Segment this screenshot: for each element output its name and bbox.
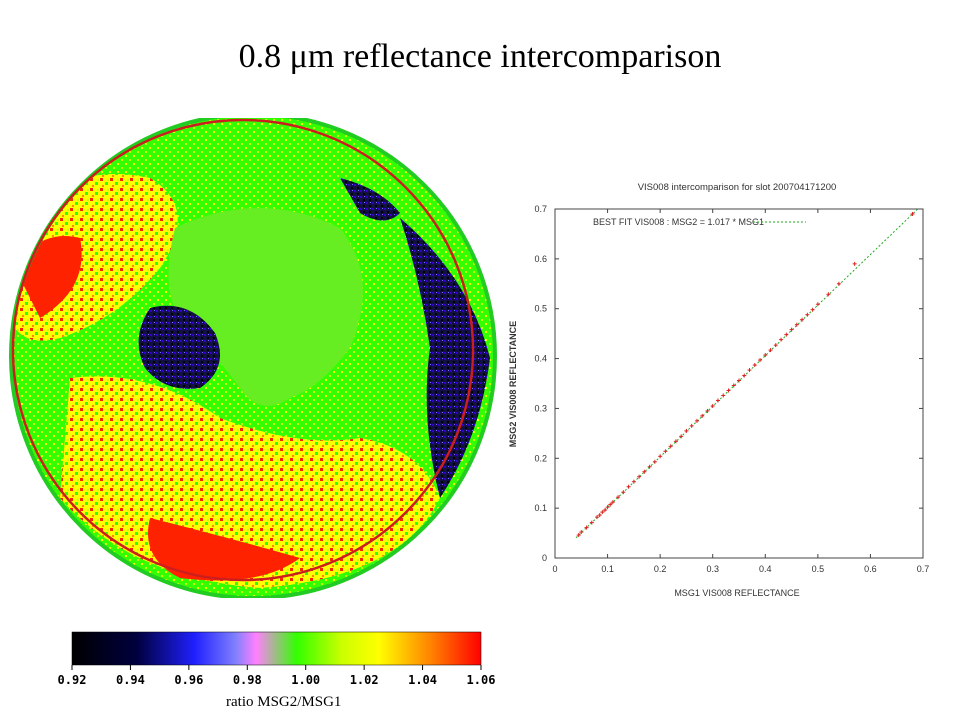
legend-fit-label: BEST FIT VIS008 : MSG2 = 1.017 * MSG1 xyxy=(593,217,764,227)
data-point xyxy=(773,343,778,348)
x-tick-label: 0.7 xyxy=(917,564,930,574)
chart-title: VIS008 intercomparison for slot 20070417… xyxy=(638,182,837,193)
data-point xyxy=(595,515,600,520)
plot-area: 0 0.1 0.2 0.3 0.4 0.5 0.6 0.7 0 0.1 0.2 0.3 0.4 0.5 0.… xyxy=(534,204,929,574)
data-point xyxy=(784,332,789,337)
colorbar-tick-label: 0.94 xyxy=(116,673,145,687)
data-point xyxy=(658,454,663,459)
data-point xyxy=(608,502,613,507)
data-point xyxy=(637,474,642,479)
data-point xyxy=(642,469,647,474)
data-point xyxy=(579,530,584,535)
colorbar-tick-label: 1.04 xyxy=(408,673,437,687)
x-tick-label: 0.2 xyxy=(654,564,667,574)
y-tick-label: 0 xyxy=(542,553,547,563)
data-point xyxy=(610,500,615,505)
data-point xyxy=(852,261,857,266)
data-point xyxy=(584,525,589,530)
data-point xyxy=(679,434,684,439)
data-point xyxy=(694,418,699,423)
data-point xyxy=(663,449,668,454)
data-point xyxy=(758,358,763,363)
data-point xyxy=(631,479,636,484)
data-point xyxy=(805,312,810,317)
data-point xyxy=(621,490,626,495)
x-tick-label: 0.4 xyxy=(759,564,772,574)
fit-line xyxy=(575,208,919,539)
data-point xyxy=(597,513,602,518)
data-point xyxy=(726,388,731,393)
data-point xyxy=(647,464,652,469)
y-tick-label: 0.5 xyxy=(534,304,547,314)
colorbar-tick-label: 0.92 xyxy=(58,673,87,687)
colorbar-tick-label: 0.98 xyxy=(233,673,262,687)
data-point xyxy=(589,520,594,525)
data-point xyxy=(605,505,610,510)
data-point xyxy=(705,408,710,413)
data-point xyxy=(794,322,799,327)
data-point xyxy=(752,363,757,368)
data-point xyxy=(689,423,694,428)
data-point xyxy=(684,428,689,433)
y-tick-label: 0.2 xyxy=(534,453,547,463)
y-tick-label: 0.7 xyxy=(534,204,547,214)
y-tick-label: 0.1 xyxy=(534,503,547,513)
x-tick-label: 0.6 xyxy=(864,564,877,574)
y-axis-label: MSG2 VIS008 REFLECTANCE xyxy=(508,321,518,447)
x-tick-label: 0.3 xyxy=(706,564,719,574)
data-point xyxy=(576,533,581,538)
colorbar-tick-label: 0.96 xyxy=(174,673,203,687)
data-point xyxy=(616,495,621,500)
x-axis-label: MSG1 VIS008 REFLECTANCE xyxy=(674,588,799,598)
data-point xyxy=(826,292,831,297)
scatter-chart: VIS008 intercomparison for slot 20070417… xyxy=(508,182,929,598)
data-point xyxy=(768,348,773,353)
data-point xyxy=(737,378,741,383)
map-outline-circle xyxy=(11,118,475,582)
data-point xyxy=(800,317,805,322)
data-point xyxy=(652,459,657,464)
data-point xyxy=(836,281,841,286)
colorbar-ticks: 0.92 0.94 0.96 0.98 1.00 1.02 1.04 1.06 xyxy=(58,665,496,687)
y-tick-label: 0.3 xyxy=(534,403,547,413)
data-point xyxy=(700,413,705,418)
y-tick-label: 0.4 xyxy=(534,354,547,364)
page-title: 0.8 μm reflectance intercomparison xyxy=(238,38,722,75)
data-point xyxy=(747,368,752,373)
data-point xyxy=(626,484,631,489)
colorbar-label: ratio MSG2/MSG1 xyxy=(226,694,341,710)
x-tick-label: 0 xyxy=(552,564,557,574)
colorbar-gradient xyxy=(71,631,482,666)
data-point xyxy=(673,439,678,444)
ratio-disk-map xyxy=(9,118,497,598)
data-point xyxy=(742,373,747,378)
y-tick-label: 0.6 xyxy=(534,254,547,264)
data-point xyxy=(779,337,784,342)
data-point xyxy=(710,403,715,408)
data-point xyxy=(715,398,720,403)
x-tick-label: 0.1 xyxy=(601,564,614,574)
data-point xyxy=(668,444,673,449)
plot-frame xyxy=(554,208,924,559)
data-point xyxy=(763,353,768,358)
colorbar-tick-label: 1.06 xyxy=(467,673,496,687)
data-point xyxy=(602,508,607,513)
data-point xyxy=(810,307,815,312)
colorbar: 0.92 0.94 0.96 0.98 1.00 1.02 1.04 1.06 ratio M… xyxy=(58,631,496,710)
data-point xyxy=(721,393,726,398)
data-point xyxy=(789,327,794,332)
colorbar-tick-label: 1.00 xyxy=(291,673,320,687)
x-tick-label: 0.5 xyxy=(812,564,825,574)
data-point xyxy=(600,510,605,515)
data-point xyxy=(815,302,820,307)
data-point xyxy=(910,211,915,216)
colorbar-tick-label: 1.02 xyxy=(350,673,379,687)
data-point xyxy=(731,383,736,388)
